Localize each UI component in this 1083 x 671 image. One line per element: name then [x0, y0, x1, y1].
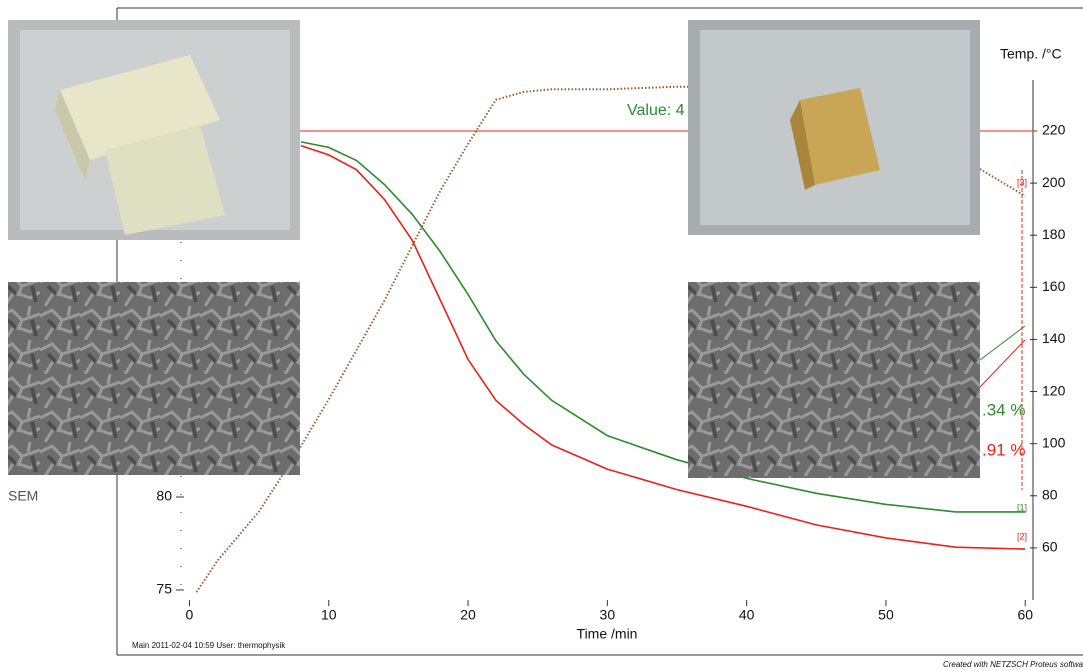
y2-tick-label: 120 [1042, 382, 1066, 398]
sem-image-left [8, 282, 300, 475]
y2-axis-label: Temp. /°C [1000, 46, 1062, 62]
value-text: Value: 4 [627, 102, 685, 119]
sem-image-right [688, 282, 980, 478]
photo-top-right [688, 20, 980, 235]
y-tick-label: 75 [156, 581, 172, 597]
marker-temp: [3] [1017, 177, 1027, 187]
y2-tick-label: 200 [1042, 174, 1066, 190]
marker-green: [1] [1017, 502, 1027, 512]
x-tick-label: 0 [186, 607, 194, 623]
green-step: .34 % [982, 400, 1025, 419]
x-tick-label: 30 [600, 607, 616, 623]
red-step: .91 % [982, 440, 1025, 459]
x-tick-label: 20 [460, 607, 476, 623]
x-axis-label: Time /min [577, 626, 638, 642]
y2-tick-label: 140 [1042, 330, 1066, 346]
x-tick-label: 10 [321, 607, 337, 623]
x-tick-label: 60 [1017, 607, 1033, 623]
y2-tick-label: 160 [1042, 278, 1066, 294]
y2-tick-label: 100 [1042, 434, 1066, 450]
footer: Main 2011-02-04 10:59 User: thermophysik [132, 641, 286, 650]
x-tick-label: 50 [878, 607, 894, 623]
credit: Created with NETZSCH Proteus softwa [943, 660, 1083, 669]
y-tick-label: 80 [156, 488, 172, 504]
marker-red: [2] [1017, 531, 1027, 541]
y2-tick-label: 60 [1042, 539, 1058, 555]
y2-tick-label: 220 [1042, 122, 1066, 138]
y2-tick-label: 180 [1042, 226, 1066, 242]
chart: 0 10 20 30 40 50 60 75 80 60 80 100 120 140 160 180 200 2… [0, 0, 1083, 671]
x-tick-label: 40 [739, 607, 755, 623]
sem-label: SEM [8, 488, 38, 504]
photo-top-left [8, 20, 300, 240]
y2-tick-label: 80 [1042, 486, 1058, 502]
